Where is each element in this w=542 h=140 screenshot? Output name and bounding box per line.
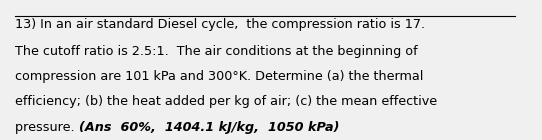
Text: The cutoff ratio is 2.5:1.  The air conditions at the beginning of: The cutoff ratio is 2.5:1. The air condi… xyxy=(15,45,417,58)
Text: compression are 101 kPa and 300°K. Determine (a) the thermal: compression are 101 kPa and 300°K. Deter… xyxy=(15,70,423,83)
Text: (Ans  60%,  1404.1 kJ/kg,  1050 kPa): (Ans 60%, 1404.1 kJ/kg, 1050 kPa) xyxy=(79,121,340,134)
Text: 13) In an air standard Diesel cycle,  the compression ratio is 17.: 13) In an air standard Diesel cycle, the… xyxy=(15,18,425,31)
Text: efficiency; (b) the heat added per kg of air; (c) the mean effective: efficiency; (b) the heat added per kg of… xyxy=(15,95,437,108)
Text: pressure.: pressure. xyxy=(15,121,86,134)
